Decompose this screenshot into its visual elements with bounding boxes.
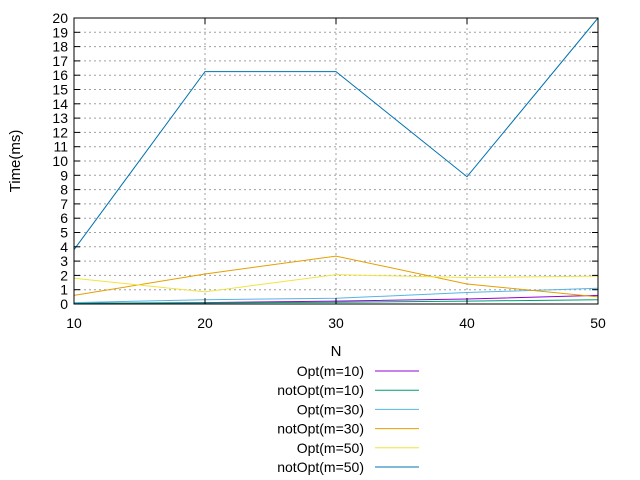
y-tick-label: 10	[52, 153, 68, 169]
y-tick-label: 5	[60, 225, 68, 241]
y-tick-label: 4	[60, 239, 68, 255]
y-tick-label: 0	[60, 296, 68, 312]
y-tick-label: 17	[52, 53, 68, 69]
x-tick-label: 30	[328, 315, 344, 331]
y-tick-label: 13	[52, 110, 68, 126]
y-tick-label: 1	[60, 282, 68, 298]
x-axis-label: N	[331, 343, 342, 360]
x-tick-label: 20	[197, 315, 213, 331]
y-tick-label: 14	[52, 96, 68, 112]
legend-label: notOpt(m=50)	[277, 459, 364, 475]
legend: Opt(m=10) notOpt(m=10) Opt(m=30) notOpt(m=3…	[277, 363, 419, 475]
y-tick-label: 15	[52, 82, 68, 98]
y-tick-label: 19	[52, 24, 68, 40]
y-tick-label: 18	[52, 39, 68, 55]
y-tick-label: 9	[60, 167, 68, 183]
x-tick-label: 50	[590, 315, 606, 331]
y-tick-label: 8	[60, 182, 68, 198]
legend-label: notOpt(m=30)	[277, 421, 364, 437]
series-line-4	[73, 274, 599, 293]
series-line-3	[73, 255, 599, 298]
y-axis-label: Time(ms)	[7, 130, 24, 193]
y-tick-label: 16	[52, 67, 68, 83]
y-tick-label: 7	[60, 196, 68, 212]
y-tick-label: 3	[60, 253, 68, 269]
y-tick-label: 12	[52, 124, 68, 140]
x-tick-label: 40	[459, 315, 475, 331]
legend-label: notOpt(m=10)	[277, 382, 364, 398]
legend-label: Opt(m=50)	[297, 440, 364, 456]
legend-label: Opt(m=30)	[297, 401, 364, 417]
x-tick-label: 10	[66, 315, 82, 331]
legend-label: Opt(m=10)	[297, 363, 364, 379]
y-tick-label: 6	[60, 210, 68, 226]
y-tick-label: 20	[52, 10, 68, 26]
y-tick-label: 11	[53, 139, 68, 155]
y-tick-label: 2	[60, 267, 68, 283]
series-line-5	[73, 17, 599, 250]
grid	[74, 18, 598, 304]
